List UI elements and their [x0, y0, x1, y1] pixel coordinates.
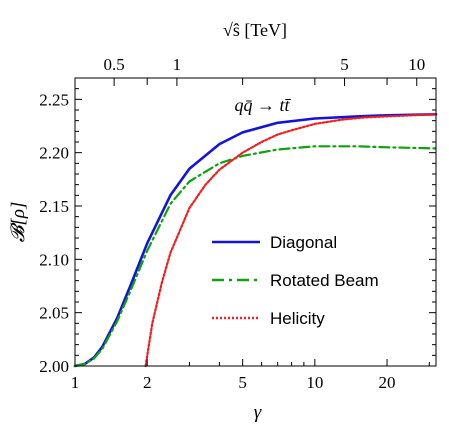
- y-tick-label: 2.25: [39, 90, 69, 109]
- legend-label: Diagonal: [270, 233, 337, 252]
- y-axis-title: 𝓑[ρ]: [8, 202, 29, 243]
- top-tick-label: 0.5: [104, 55, 125, 74]
- top-tick-label: 1: [173, 55, 182, 74]
- x-tick-label: 1: [71, 373, 80, 392]
- y-tick-label: 2.05: [39, 304, 69, 323]
- top-tick-label: 5: [340, 55, 349, 74]
- x-axis-title: γ: [254, 402, 262, 423]
- process-annotation: qq̄ → tt̄: [234, 95, 291, 115]
- x-tick-label: 10: [306, 373, 323, 392]
- x-tick-label: 20: [379, 373, 396, 392]
- top-tick-label: 10: [408, 55, 425, 74]
- top-axis-title: √ŝ [TeV]: [223, 20, 287, 40]
- x-tick-label: 5: [238, 373, 247, 392]
- y-tick-label: 2.15: [39, 197, 69, 216]
- y-tick-label: 2.20: [39, 144, 69, 163]
- curves: [73, 113, 438, 368]
- legend: Diagonal Rotated Beam Helicity: [212, 233, 379, 328]
- y-tick-label: 2.10: [39, 250, 69, 269]
- plot-frame: [74, 77, 437, 367]
- legend-label: Rotated Beam: [270, 271, 379, 290]
- series-line-helicity: [144, 113, 438, 368]
- x-tick-label: 2: [143, 373, 152, 392]
- series-line-diagonal: [73, 113, 438, 368]
- legend-label: Helicity: [270, 309, 325, 328]
- y-tick-label: 2.00: [39, 357, 69, 376]
- series-line-rotated-beam: [73, 145, 438, 368]
